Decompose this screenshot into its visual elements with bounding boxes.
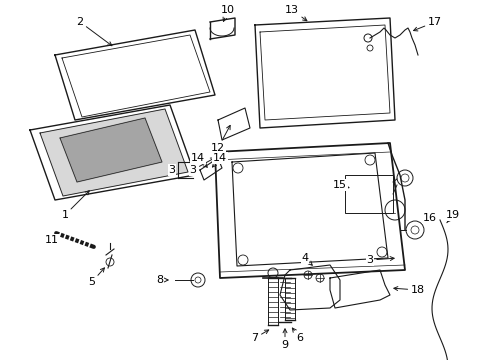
Text: 2: 2 [76, 17, 112, 46]
Text: 1: 1 [62, 191, 89, 220]
Text: 7: 7 [251, 330, 269, 343]
Text: 19: 19 [446, 210, 460, 223]
Text: 17: 17 [414, 17, 442, 31]
Text: 18: 18 [394, 285, 425, 295]
Text: 10: 10 [221, 5, 235, 21]
Text: 11: 11 [45, 235, 59, 245]
Text: 12: 12 [211, 125, 230, 153]
Text: 8: 8 [156, 275, 168, 285]
Text: 15: 15 [333, 180, 349, 190]
Bar [345, 175, 393, 213]
Text: 6: 6 [293, 328, 303, 343]
Text: 16: 16 [423, 213, 437, 223]
Text: 3: 3 [367, 255, 394, 265]
Polygon shape [60, 118, 162, 182]
Text: 3: 3 [169, 165, 175, 175]
Text: 14: 14 [191, 153, 207, 167]
Text: 14: 14 [213, 153, 227, 167]
Polygon shape [40, 109, 188, 196]
Text: 3: 3 [190, 158, 215, 175]
Text: 5: 5 [89, 268, 104, 287]
Text: 4: 4 [301, 253, 312, 265]
Text: 13: 13 [285, 5, 307, 21]
Text: 9: 9 [281, 329, 289, 350]
